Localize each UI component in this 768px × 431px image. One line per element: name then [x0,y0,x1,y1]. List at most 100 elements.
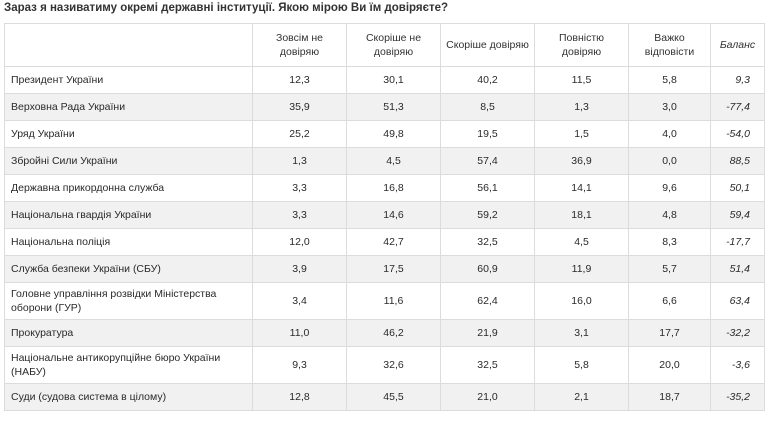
fully-trust-value: 14,1 [534,174,629,202]
hard-to-say-value: 0,0 [628,147,711,175]
fully-trust-value: 1,3 [534,93,629,121]
table-body: Президент України 12,3 30,1 40,2 11,5 5,8 9,3 В… [4,66,765,411]
hard-to-say-value: 20,0 [628,346,711,384]
rather-trust-value: 57,4 [440,147,535,175]
table-row: Уряд України 25,2 49,8 19,5 1,5 4,0 -54,0 [4,120,765,148]
rather-distrust-value: 16,8 [346,174,441,202]
header-rather-distrust: Скоріше не довіряю [346,23,441,67]
rather-trust-value: 59,2 [440,201,535,229]
rather-distrust-value: 14,6 [346,201,441,229]
rather-distrust-value: 49,8 [346,120,441,148]
balance-value: 9,3 [710,66,765,94]
rather-trust-value: 60,9 [440,255,535,283]
institution-name: Національна поліція [4,228,253,256]
fully-trust-value: 3,1 [534,319,629,347]
institution-name: Прокуратура [4,319,253,347]
table-row: Головне управління розвідки Міністерства… [4,282,765,320]
rather-trust-value: 62,4 [440,282,535,320]
institution-name: Національне антикорупційне бюро України … [4,346,253,384]
balance-value: 63,4 [710,282,765,320]
rather-trust-value: 21,9 [440,319,535,347]
rather-distrust-value: 46,2 [346,319,441,347]
institution-name: Президент України [4,66,253,94]
trust-table: Зовсім не довіряю Скоріше не довіряю Ско… [4,23,765,411]
hard-to-say-value: 3,0 [628,93,711,121]
table-row: Верховна Рада України 35,9 51,3 8,5 1,3 3,0 -7… [4,93,765,121]
institution-name: Уряд України [4,120,253,148]
balance-value: -54,0 [710,120,765,148]
balance-value: -35,2 [710,383,765,411]
rather-trust-value: 21,0 [440,383,535,411]
institution-name: Служба безпеки України (СБУ) [4,255,253,283]
table-row: Збройні Сили України 1,3 4,5 57,4 36,9 0,0 88,… [4,147,765,175]
rather-distrust-value: 4,5 [346,147,441,175]
fully-trust-value: 11,5 [534,66,629,94]
fully-distrust-value: 11,0 [252,319,347,347]
institution-name: Державна прикордонна служба [4,174,253,202]
rather-trust-value: 32,5 [440,228,535,256]
fully-distrust-value: 12,3 [252,66,347,94]
rather-trust-value: 8,5 [440,93,535,121]
table-row: Президент України 12,3 30,1 40,2 11,5 5,8 9,3 [4,66,765,94]
table-row: Державна прикордонна служба 3,3 16,8 56,1 14… [4,174,765,202]
fully-trust-value: 1,5 [534,120,629,148]
fully-distrust-value: 35,9 [252,93,347,121]
hard-to-say-value: 5,7 [628,255,711,283]
hard-to-say-value: 17,7 [628,319,711,347]
fully-trust-value: 36,9 [534,147,629,175]
institution-name: Національна гвардія України [4,201,253,229]
fully-trust-value: 5,8 [534,346,629,384]
fully-trust-value: 4,5 [534,228,629,256]
hard-to-say-value: 5,8 [628,66,711,94]
fully-trust-value: 2,1 [534,383,629,411]
fully-distrust-value: 3,4 [252,282,347,320]
hard-to-say-value: 9,6 [628,174,711,202]
fully-distrust-value: 12,0 [252,228,347,256]
header-fully-trust: Повністю довіряю [534,23,629,67]
rather-trust-value: 32,5 [440,346,535,384]
rather-distrust-value: 51,3 [346,93,441,121]
fully-distrust-value: 1,3 [252,147,347,175]
rather-distrust-value: 45,5 [346,383,441,411]
institution-name: Верховна Рада України [4,93,253,121]
header-hard-to-say: Важко відповісти [628,23,711,67]
header-fully-distrust: Зовсім не довіряю [252,23,347,67]
fully-distrust-value: 3,9 [252,255,347,283]
table-row: Прокуратура 11,0 46,2 21,9 3,1 17,7 -32,2 [4,319,765,347]
balance-value: -3,6 [710,346,765,384]
balance-value: 59,4 [710,201,765,229]
institution-name: Збройні Сили України [4,147,253,175]
hard-to-say-value: 6,6 [628,282,711,320]
hard-to-say-value: 18,7 [628,383,711,411]
rather-distrust-value: 11,6 [346,282,441,320]
table-row: Суди (судова система в цілому) 12,8 45,5 21… [4,383,765,411]
fully-trust-value: 11,9 [534,255,629,283]
balance-value: 51,4 [710,255,765,283]
header-rather-trust: Скоріше довіряю [440,23,535,67]
rather-distrust-value: 32,6 [346,346,441,384]
rather-distrust-value: 17,5 [346,255,441,283]
table-row: Національне антикорупційне бюро України … [4,346,765,384]
balance-value: -32,2 [710,319,765,347]
table-row: Національна гвардія України 3,3 14,6 59,2 18… [4,201,765,229]
rather-distrust-value: 30,1 [346,66,441,94]
hard-to-say-value: 4,8 [628,201,711,229]
fully-distrust-value: 12,8 [252,383,347,411]
balance-value: -17,7 [710,228,765,256]
rather-trust-value: 19,5 [440,120,535,148]
table-row: Національна поліція 12,0 42,7 32,5 4,5 8,3 -17… [4,228,765,256]
rather-distrust-value: 42,7 [346,228,441,256]
fully-trust-value: 16,0 [534,282,629,320]
rather-trust-value: 40,2 [440,66,535,94]
question-title: Зараз я називатиму окремі державні інсти… [4,2,449,14]
header-corner-cell [4,23,253,67]
fully-distrust-value: 3,3 [252,174,347,202]
balance-value: 88,5 [710,147,765,175]
fully-trust-value: 18,1 [534,201,629,229]
balance-value: 50,1 [710,174,765,202]
header-row: Зовсім не довіряю Скоріше не довіряю Ско… [4,23,765,67]
balance-value: -77,4 [710,93,765,121]
header-balance: Баланс [710,23,765,67]
hard-to-say-value: 8,3 [628,228,711,256]
fully-distrust-value: 9,3 [252,346,347,384]
